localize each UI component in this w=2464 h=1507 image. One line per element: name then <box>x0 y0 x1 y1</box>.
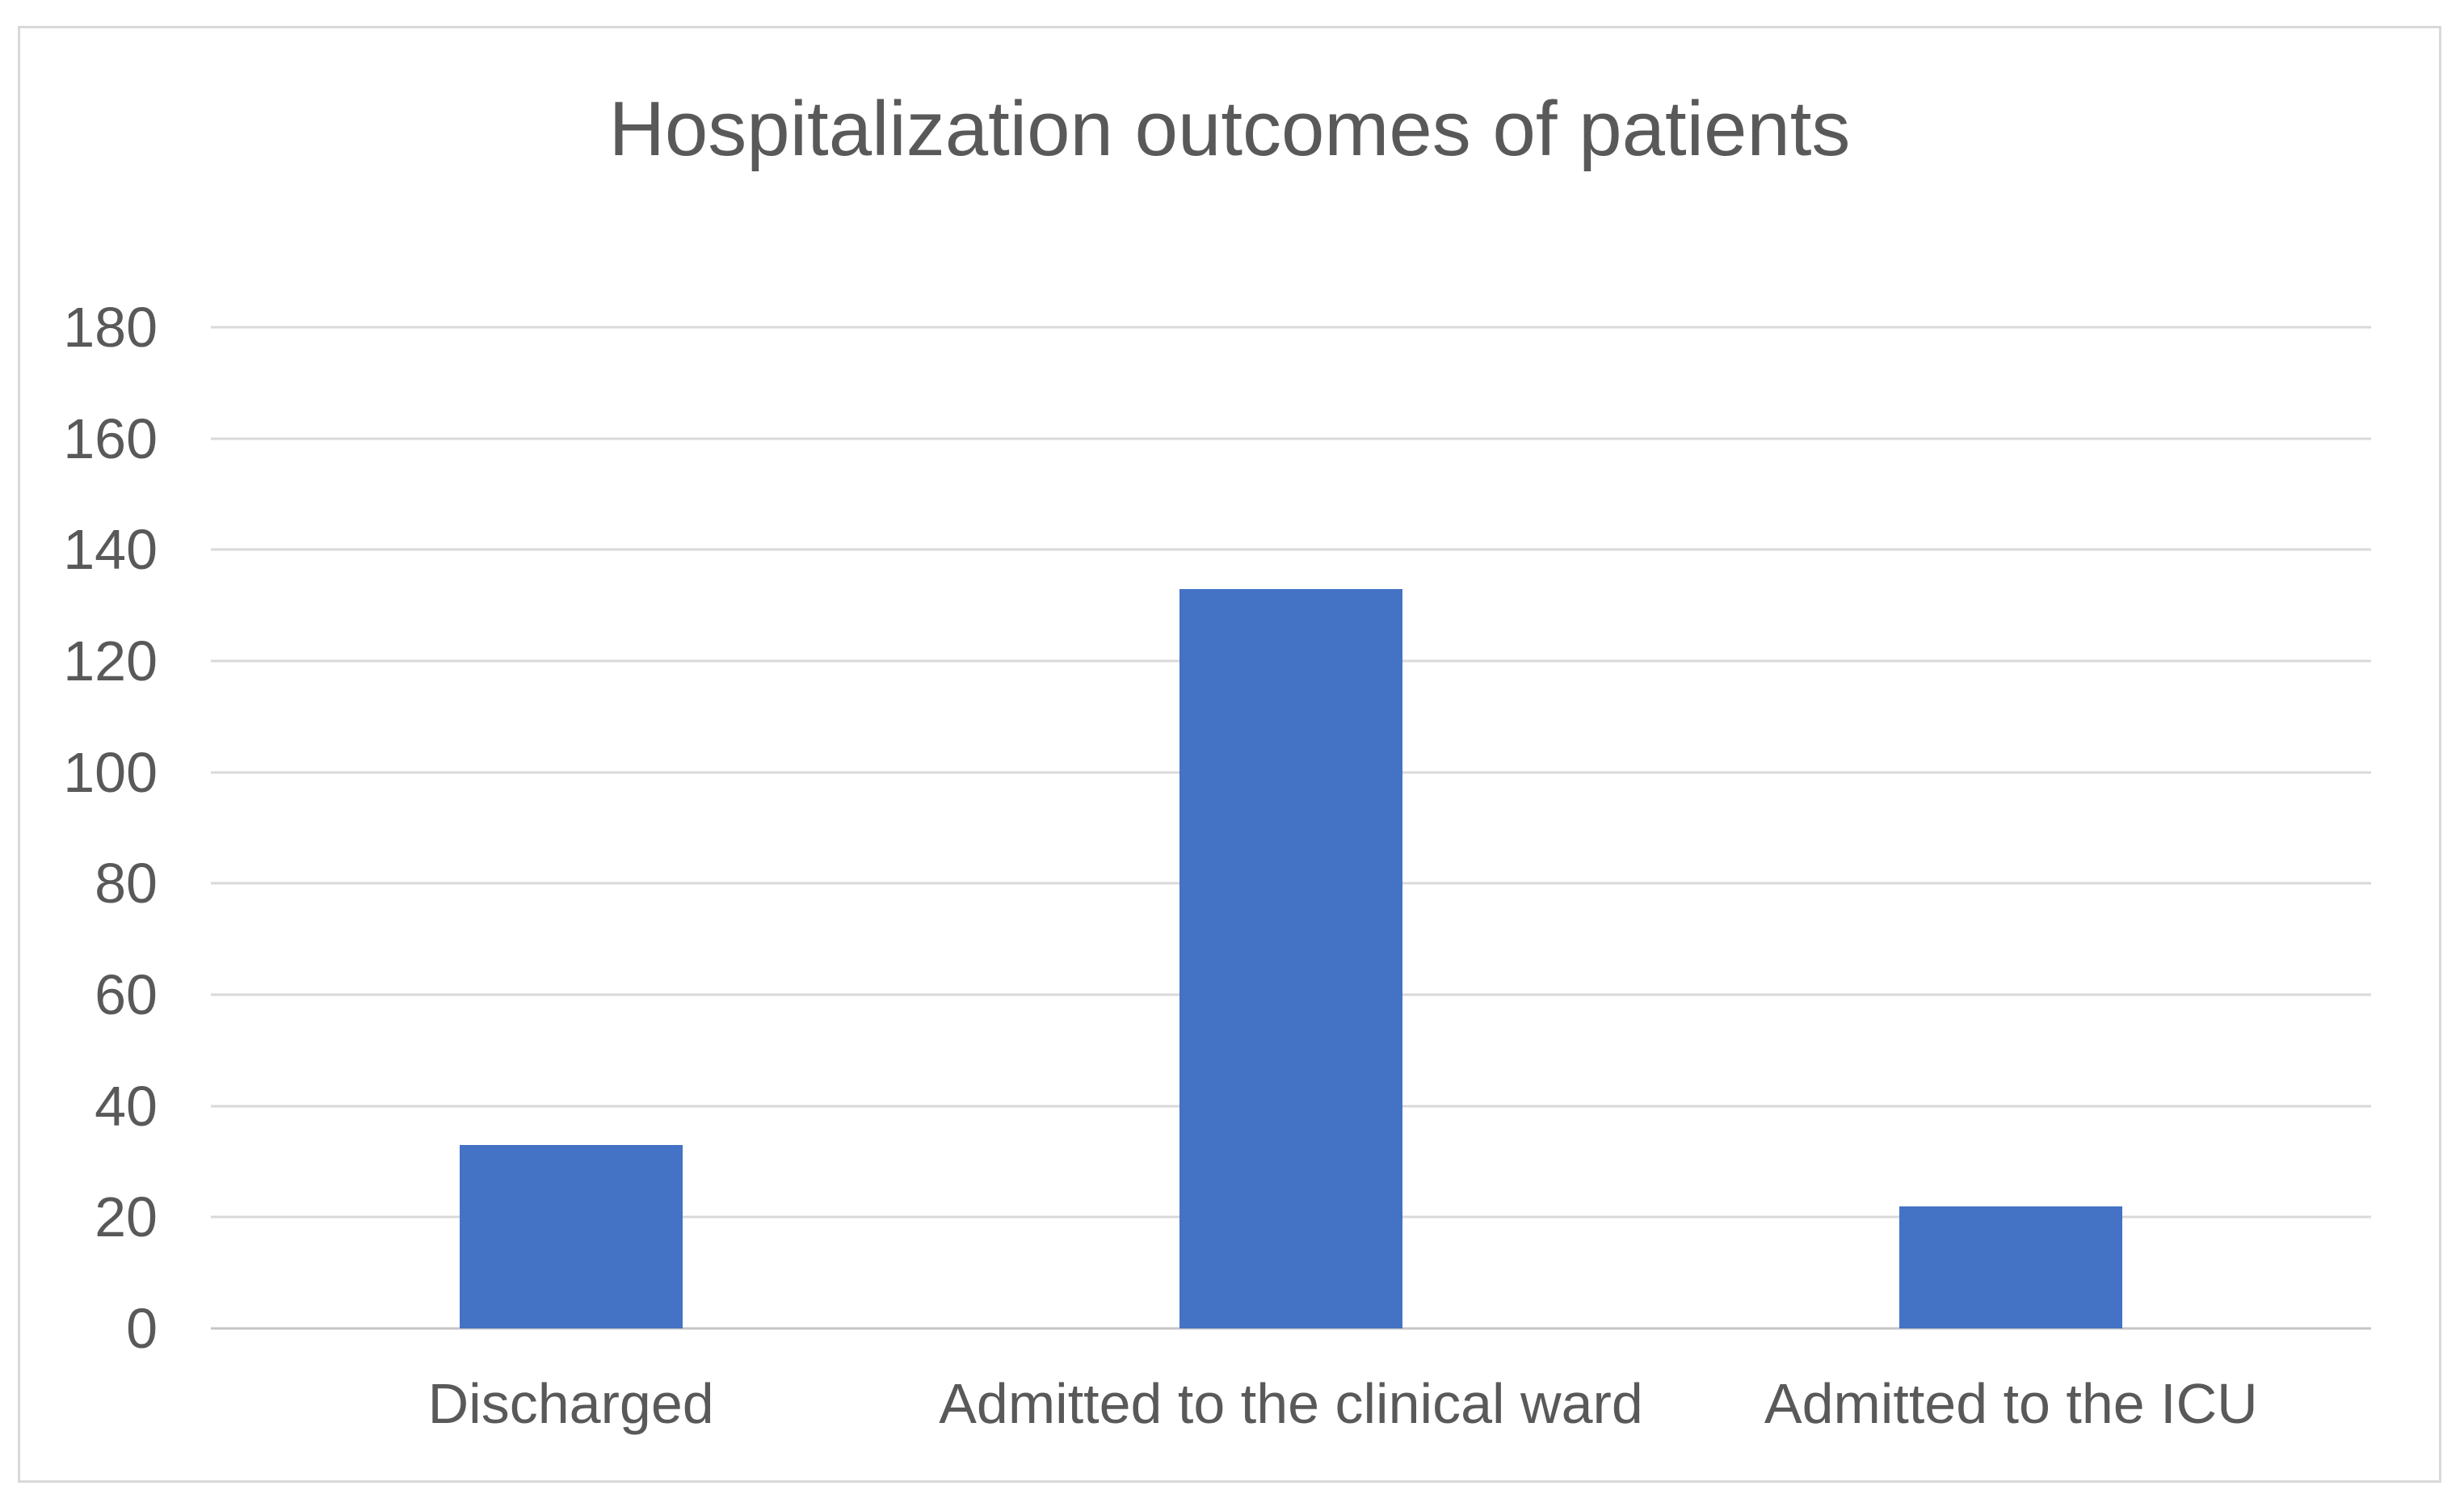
plot-area <box>211 326 2371 1330</box>
y-tick-label: 80 <box>95 852 158 916</box>
x-axis-line <box>211 1327 2371 1330</box>
y-tick-label: 120 <box>63 629 158 692</box>
x-category-label: Discharged <box>427 1372 714 1435</box>
y-axis-tick-labels: 0 20 40 60 80 100 120 140 160 180 <box>20 299 158 1357</box>
gridline <box>211 326 2371 329</box>
y-tick-label: 40 <box>95 1074 158 1138</box>
x-axis-category-labels: Discharged Admitted to the clinical ward A… <box>211 1371 2371 1437</box>
chart-frame: Hospitalization outcomes of patients 0 20… <box>18 26 2441 1483</box>
bar-slot <box>1651 327 2371 1328</box>
bar-admitted-to-the-icu <box>1899 1206 2123 1328</box>
y-tick-label: 60 <box>95 963 158 1026</box>
y-tick-label: 20 <box>95 1185 158 1249</box>
bar-slot <box>931 327 1650 1328</box>
y-tick-label: 180 <box>63 296 158 359</box>
x-category-label: Admitted to the clinical ward <box>939 1372 1643 1435</box>
bars-group <box>211 327 2371 1328</box>
gridline <box>211 548 2371 551</box>
x-category-label: Admitted to the ICU <box>1764 1372 2258 1435</box>
bar-discharged <box>459 1144 683 1328</box>
y-tick-label: 160 <box>63 406 158 470</box>
bar-slot <box>211 327 931 1328</box>
chart-title: Hospitalization outcomes of patients <box>608 86 1851 172</box>
bar-admitted-to-the-clinical-ward <box>1179 588 1403 1328</box>
gridline <box>211 437 2371 440</box>
y-tick-label: 100 <box>63 740 158 804</box>
y-tick-label: 0 <box>126 1297 158 1360</box>
y-tick-label: 140 <box>63 518 158 582</box>
